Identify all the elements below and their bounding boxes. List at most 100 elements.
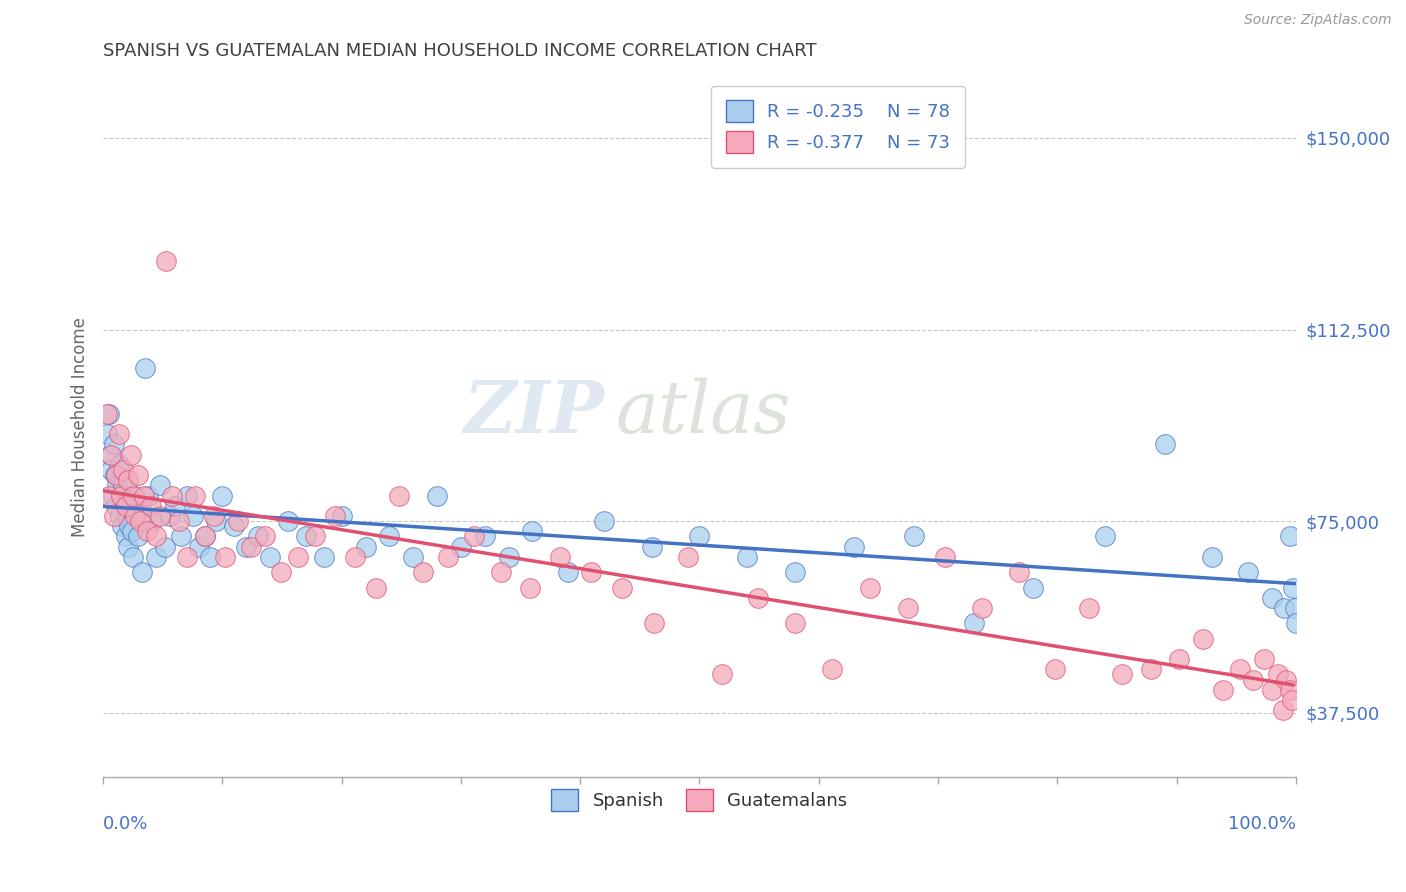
Point: [117, 473, 139, 487]
Point: [1153, 437, 1175, 451]
Point: [474, 529, 496, 543]
Point: [98, 448, 121, 462]
Point: [120, 448, 142, 462]
Point: [120, 493, 142, 508]
Point: [103, 509, 125, 524]
Point: [141, 514, 163, 528]
Point: [129, 499, 152, 513]
Point: [200, 549, 222, 564]
Text: 0.0%: 0.0%: [103, 815, 149, 833]
Point: [643, 616, 665, 631]
Point: [821, 662, 844, 676]
Point: [641, 540, 664, 554]
Point: [304, 529, 326, 543]
Point: [1191, 632, 1213, 646]
Point: [98, 489, 121, 503]
Point: [122, 489, 145, 503]
Point: [112, 478, 135, 492]
Point: [1140, 662, 1163, 676]
Text: SPANISH VS GUATEMALAN MEDIAN HOUSEHOLD INCOME CORRELATION CHART: SPANISH VS GUATEMALAN MEDIAN HOUSEHOLD I…: [103, 42, 817, 60]
Text: atlas: atlas: [616, 377, 792, 448]
Point: [1282, 581, 1305, 595]
Point: [1261, 591, 1284, 605]
Point: [463, 529, 485, 543]
Point: [181, 509, 204, 524]
Point: [111, 519, 134, 533]
Point: [107, 427, 129, 442]
Point: [153, 540, 176, 554]
Point: [1253, 652, 1275, 666]
Point: [193, 529, 215, 543]
Legend: Spanish, Guatemalans: Spanish, Guatemalans: [543, 780, 856, 820]
Point: [202, 509, 225, 524]
Point: [138, 489, 160, 503]
Point: [934, 549, 956, 564]
Point: [159, 509, 181, 524]
Point: [205, 514, 228, 528]
Point: [579, 566, 602, 580]
Point: [412, 566, 434, 580]
Point: [104, 468, 127, 483]
Point: [240, 540, 263, 554]
Point: [1022, 581, 1045, 595]
Point: [593, 514, 616, 528]
Point: [859, 581, 882, 595]
Point: [1284, 601, 1306, 615]
Point: [132, 489, 155, 503]
Point: [105, 468, 128, 483]
Point: [129, 514, 152, 528]
Point: [100, 463, 122, 477]
Point: [354, 540, 377, 554]
Point: [110, 489, 132, 503]
Point: [155, 253, 177, 268]
Point: [247, 529, 270, 543]
Point: [108, 509, 131, 524]
Point: [747, 591, 769, 605]
Point: [436, 549, 458, 564]
Point: [963, 616, 986, 631]
Point: [127, 529, 149, 543]
Point: [450, 540, 472, 554]
Point: [426, 489, 449, 503]
Point: [127, 468, 149, 483]
Point: [115, 509, 138, 524]
Point: [388, 489, 411, 503]
Point: [176, 549, 198, 564]
Point: [124, 489, 146, 503]
Point: [162, 489, 184, 503]
Point: [522, 524, 544, 539]
Point: [224, 519, 246, 533]
Point: [548, 549, 571, 564]
Point: [1237, 566, 1260, 580]
Point: [149, 509, 172, 524]
Point: [378, 529, 401, 543]
Point: [226, 514, 249, 528]
Point: [1267, 667, 1289, 681]
Point: [343, 549, 366, 564]
Point: [312, 549, 335, 564]
Point: [1043, 662, 1066, 676]
Point: [897, 601, 920, 615]
Text: 100.0%: 100.0%: [1227, 815, 1296, 833]
Point: [783, 616, 806, 631]
Point: [214, 549, 236, 564]
Point: [287, 549, 309, 564]
Point: [323, 509, 346, 524]
Point: [163, 499, 186, 513]
Point: [114, 529, 136, 543]
Point: [1201, 549, 1223, 564]
Point: [96, 427, 118, 442]
Point: [1271, 703, 1294, 717]
Point: [1167, 652, 1189, 666]
Point: [610, 581, 633, 595]
Point: [107, 478, 129, 492]
Point: [783, 566, 806, 580]
Point: [134, 360, 156, 375]
Point: [139, 499, 162, 513]
Point: [1272, 601, 1295, 615]
Point: [498, 549, 520, 564]
Point: [1278, 529, 1301, 543]
Point: [145, 549, 167, 564]
Point: [184, 489, 207, 503]
Point: [688, 529, 710, 543]
